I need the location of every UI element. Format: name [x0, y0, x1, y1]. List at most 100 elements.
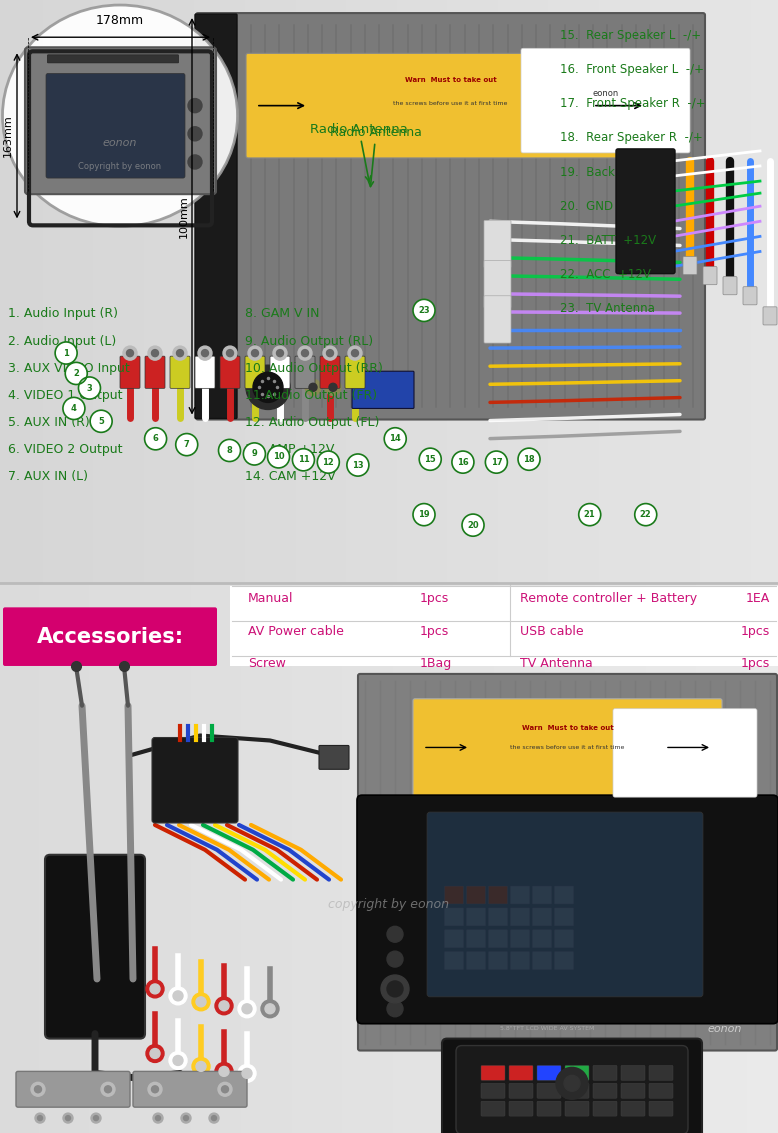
FancyBboxPatch shape — [442, 1039, 702, 1133]
Text: eonon: eonon — [708, 1023, 742, 1033]
Circle shape — [253, 373, 283, 402]
Circle shape — [387, 952, 403, 968]
Circle shape — [348, 346, 362, 360]
FancyBboxPatch shape — [489, 886, 507, 904]
FancyBboxPatch shape — [484, 296, 511, 343]
Text: 16.  Front Speaker L  -/+: 16. Front Speaker L -/+ — [560, 63, 704, 76]
Text: 22: 22 — [640, 510, 652, 519]
Text: 4: 4 — [71, 404, 77, 412]
FancyBboxPatch shape — [467, 908, 485, 926]
Text: 19: 19 — [419, 510, 429, 519]
Circle shape — [34, 1085, 41, 1092]
Circle shape — [219, 1066, 229, 1076]
FancyBboxPatch shape — [46, 74, 185, 178]
Circle shape — [251, 350, 258, 357]
Text: 1pcs: 1pcs — [741, 657, 770, 671]
Circle shape — [635, 503, 657, 526]
Circle shape — [215, 997, 233, 1015]
Circle shape — [173, 991, 183, 1000]
Circle shape — [63, 1113, 73, 1123]
FancyBboxPatch shape — [532, 952, 552, 970]
Circle shape — [327, 350, 334, 357]
FancyBboxPatch shape — [16, 1072, 130, 1107]
Text: 2. Audio Input (L): 2. Audio Input (L) — [8, 334, 116, 348]
Circle shape — [176, 434, 198, 455]
Circle shape — [329, 383, 337, 391]
Text: 21.  BATT  +12V: 21. BATT +12V — [560, 233, 656, 247]
FancyBboxPatch shape — [484, 261, 511, 308]
Text: 8: 8 — [226, 446, 233, 455]
Circle shape — [242, 1068, 252, 1079]
FancyBboxPatch shape — [345, 356, 365, 389]
FancyBboxPatch shape — [489, 952, 507, 970]
FancyBboxPatch shape — [467, 930, 485, 947]
FancyBboxPatch shape — [537, 1083, 561, 1098]
FancyBboxPatch shape — [537, 1101, 561, 1116]
Text: 22.  ACC  +12V: 22. ACC +12V — [560, 269, 651, 281]
FancyBboxPatch shape — [510, 952, 530, 970]
FancyBboxPatch shape — [319, 746, 349, 769]
Circle shape — [79, 377, 100, 399]
FancyBboxPatch shape — [3, 607, 217, 666]
Circle shape — [209, 1113, 219, 1123]
FancyBboxPatch shape — [509, 1083, 533, 1098]
Text: Warn  Must to take out: Warn Must to take out — [521, 725, 613, 731]
FancyBboxPatch shape — [481, 1101, 505, 1116]
Circle shape — [302, 350, 309, 357]
FancyBboxPatch shape — [25, 48, 216, 194]
Circle shape — [419, 449, 441, 470]
FancyBboxPatch shape — [649, 1083, 673, 1098]
Text: 100mm: 100mm — [179, 195, 189, 238]
Circle shape — [242, 1004, 252, 1014]
FancyBboxPatch shape — [723, 276, 737, 295]
Circle shape — [273, 346, 287, 360]
FancyBboxPatch shape — [220, 356, 240, 389]
Text: 1EA: 1EA — [746, 591, 770, 605]
FancyBboxPatch shape — [743, 287, 757, 305]
FancyBboxPatch shape — [509, 1101, 533, 1116]
Circle shape — [188, 127, 202, 140]
Text: 15.  Rear Speaker L  -/+: 15. Rear Speaker L -/+ — [560, 28, 701, 42]
FancyBboxPatch shape — [120, 356, 140, 389]
FancyBboxPatch shape — [509, 1065, 533, 1081]
FancyBboxPatch shape — [230, 587, 778, 666]
Text: 5: 5 — [98, 417, 104, 426]
Circle shape — [153, 1113, 163, 1123]
Text: eonon: eonon — [593, 88, 619, 97]
Circle shape — [91, 1113, 101, 1123]
Circle shape — [293, 449, 314, 471]
Circle shape — [218, 1082, 232, 1097]
Text: 1: 1 — [63, 349, 69, 358]
Text: 10. Audio Output (RR): 10. Audio Output (RR) — [245, 361, 383, 375]
FancyBboxPatch shape — [555, 886, 573, 904]
Circle shape — [462, 514, 484, 536]
Circle shape — [352, 350, 359, 357]
Circle shape — [152, 350, 159, 357]
Text: 9: 9 — [251, 450, 258, 459]
Text: 1pcs: 1pcs — [741, 624, 770, 638]
Circle shape — [387, 981, 403, 997]
FancyBboxPatch shape — [47, 54, 178, 62]
Text: 9. Audio Output (RL): 9. Audio Output (RL) — [245, 334, 373, 348]
FancyBboxPatch shape — [621, 1101, 645, 1116]
Circle shape — [226, 350, 233, 357]
FancyBboxPatch shape — [456, 1046, 688, 1133]
FancyBboxPatch shape — [195, 356, 215, 389]
FancyBboxPatch shape — [649, 1065, 673, 1081]
FancyBboxPatch shape — [45, 854, 145, 1039]
Text: 20.  GND: 20. GND — [560, 199, 613, 213]
FancyBboxPatch shape — [616, 148, 675, 274]
Circle shape — [148, 1082, 162, 1097]
FancyBboxPatch shape — [683, 256, 697, 274]
Text: 11: 11 — [297, 455, 310, 465]
Text: 21: 21 — [584, 510, 596, 519]
Circle shape — [55, 342, 77, 364]
Text: 18: 18 — [524, 454, 534, 463]
Circle shape — [276, 350, 283, 357]
Circle shape — [196, 997, 206, 1007]
Circle shape — [192, 1057, 210, 1075]
FancyBboxPatch shape — [555, 930, 573, 947]
Circle shape — [238, 999, 256, 1017]
Text: 178mm: 178mm — [96, 15, 144, 27]
FancyBboxPatch shape — [593, 1065, 617, 1081]
